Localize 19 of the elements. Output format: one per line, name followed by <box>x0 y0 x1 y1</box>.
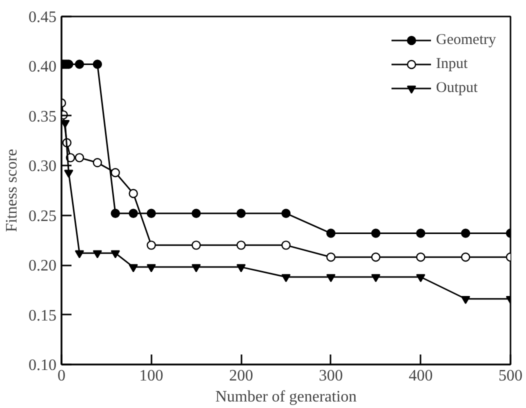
x-axis-title: Number of generation <box>215 388 357 406</box>
y-tick-label: 0.45 <box>28 9 56 26</box>
legend-label: Geometry <box>436 32 496 48</box>
x-tick-label: 300 <box>318 368 343 384</box>
x-tick-label: 100 <box>139 368 164 384</box>
y-tick-label: 0.35 <box>28 108 56 126</box>
y-tick-label: 0.15 <box>28 307 56 324</box>
y-tick-label: 0.40 <box>28 58 56 76</box>
x-tick-label: 200 <box>229 368 254 384</box>
legend-label: Input <box>436 56 468 72</box>
x-tick-label: 0 <box>58 368 66 384</box>
y-tick-label: 0.30 <box>28 158 56 176</box>
y-tick-label: 0.20 <box>28 258 56 275</box>
x-tick-label: 400 <box>408 368 433 384</box>
x-tick-label: 500 <box>498 368 522 384</box>
y-tick-label: 0.10 <box>28 357 56 374</box>
y-tick-label: 0.25 <box>28 208 56 225</box>
y-axis-title: Fitness score <box>4 148 20 232</box>
legend-label: Output <box>436 80 478 96</box>
